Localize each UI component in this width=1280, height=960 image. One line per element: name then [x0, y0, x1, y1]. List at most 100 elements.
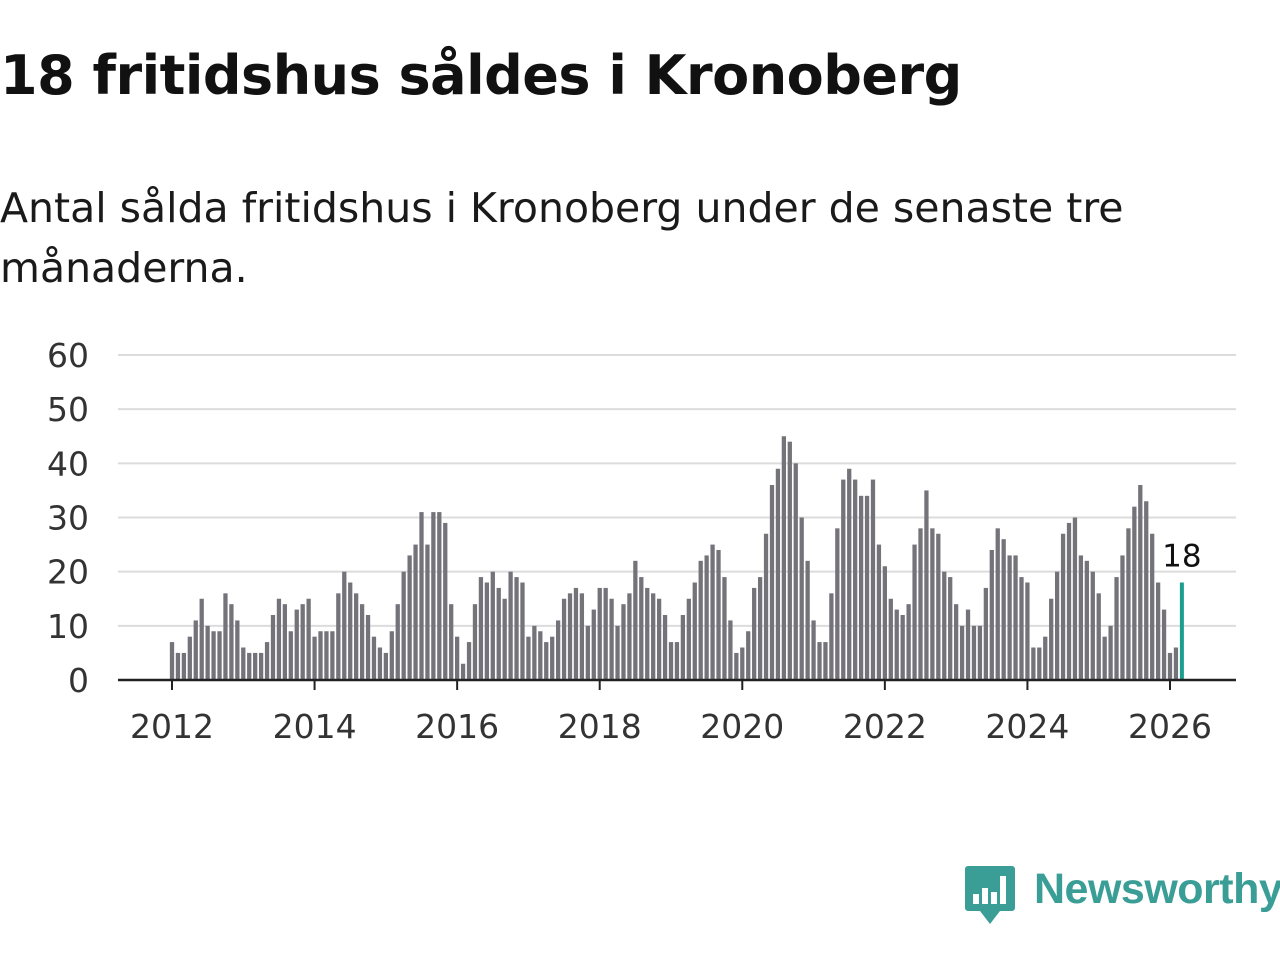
bar — [1013, 555, 1018, 680]
bar — [324, 631, 329, 680]
bar — [199, 598, 204, 680]
bar — [645, 587, 650, 680]
bar — [977, 625, 983, 680]
bar — [1155, 582, 1161, 680]
bar — [823, 642, 828, 680]
bar — [894, 609, 899, 680]
x-tick-label: 2024 — [985, 707, 1069, 746]
bar — [775, 468, 781, 680]
bar — [318, 631, 323, 680]
bar — [550, 636, 555, 680]
bar — [882, 566, 887, 680]
y-tick-label: 40 — [47, 444, 89, 483]
bar — [1078, 555, 1084, 680]
bar — [1114, 577, 1119, 680]
bar — [1138, 485, 1143, 680]
bar — [567, 593, 573, 680]
bar — [1060, 533, 1066, 680]
bar — [621, 604, 626, 680]
bar — [282, 604, 288, 680]
y-axis-labels: 0 10 20 30 40 50 60 — [47, 336, 89, 700]
bar — [965, 609, 971, 680]
bar — [330, 631, 335, 680]
bar — [710, 544, 715, 680]
bar — [686, 598, 691, 680]
bar — [383, 652, 388, 680]
bar — [419, 512, 424, 680]
bar — [395, 604, 400, 680]
brand-logo: Newsworthy — [964, 864, 1280, 928]
bar — [1120, 555, 1125, 680]
bar — [579, 593, 585, 680]
bar — [573, 587, 579, 680]
bar — [300, 604, 305, 680]
bar — [763, 533, 769, 680]
bar — [668, 642, 674, 680]
x-axis-ticks — [171, 680, 1171, 690]
bar — [805, 560, 810, 680]
bar — [942, 571, 947, 680]
bar — [169, 642, 175, 680]
bar — [241, 647, 246, 680]
bar — [853, 479, 858, 680]
bar — [312, 636, 317, 680]
bar — [520, 582, 525, 680]
bar — [413, 544, 418, 680]
bar — [460, 663, 466, 680]
chart-subtitle: Antal sålda fritidshus i Kronoberg under… — [0, 184, 1124, 292]
x-axis-labels: 2012 2014 2016 2018 2020 2022 2024 2026 — [130, 707, 1212, 746]
bar — [561, 598, 567, 680]
bar — [365, 615, 371, 680]
bar — [704, 555, 709, 680]
bar — [478, 577, 484, 680]
bar — [1090, 571, 1095, 680]
bar — [1161, 609, 1167, 680]
bar — [431, 512, 436, 680]
y-tick-label: 10 — [47, 607, 89, 646]
x-tick-label: 2012 — [130, 707, 214, 746]
bar — [870, 479, 876, 680]
bar — [306, 598, 311, 680]
bar — [698, 560, 703, 680]
newsworthy-logo-icon — [965, 866, 1015, 924]
bar — [639, 577, 644, 680]
bar — [1054, 571, 1060, 680]
bar — [1007, 555, 1012, 680]
bar — [787, 441, 792, 680]
bar — [193, 620, 198, 680]
bar — [959, 625, 965, 680]
bar — [936, 533, 941, 680]
bar — [1001, 539, 1006, 680]
bar — [847, 468, 852, 680]
bar — [181, 652, 187, 680]
bar — [348, 582, 353, 680]
bar — [217, 631, 222, 680]
bar — [1144, 501, 1149, 680]
annotations: 18 — [1162, 539, 1201, 575]
bar — [1031, 647, 1036, 680]
bar — [971, 625, 977, 680]
bar — [995, 528, 1000, 680]
bar — [752, 587, 757, 680]
bar — [757, 577, 763, 680]
bar — [841, 479, 846, 680]
bar — [954, 604, 959, 680]
bar — [264, 642, 270, 680]
bar — [876, 544, 882, 680]
chart-title: 18 fritidshus såldes i Kronoberg — [0, 44, 962, 107]
bar — [722, 577, 727, 680]
bar — [692, 582, 697, 680]
bar — [223, 593, 228, 680]
bar — [496, 587, 501, 680]
bar — [377, 647, 383, 680]
bar — [633, 560, 638, 680]
bar — [508, 571, 513, 680]
bar — [555, 620, 561, 680]
bar — [858, 495, 864, 680]
bar — [1049, 598, 1054, 680]
bar — [609, 598, 614, 680]
bar — [455, 636, 460, 680]
bar — [1126, 528, 1131, 680]
bar — [526, 636, 531, 680]
